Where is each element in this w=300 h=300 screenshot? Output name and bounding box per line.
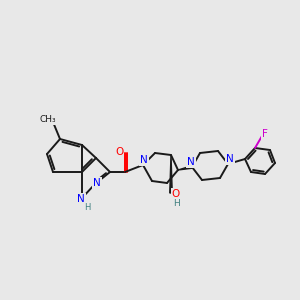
Text: N: N: [77, 194, 85, 204]
Polygon shape: [178, 166, 192, 170]
Text: H: H: [172, 199, 179, 208]
Text: N: N: [226, 154, 234, 164]
Polygon shape: [170, 155, 172, 193]
Text: N: N: [140, 155, 148, 165]
Text: CH₃: CH₃: [40, 116, 56, 124]
Text: O: O: [172, 189, 180, 199]
Text: F: F: [262, 129, 268, 139]
Text: H: H: [84, 202, 90, 211]
Text: N: N: [187, 157, 195, 167]
Text: N: N: [93, 178, 101, 188]
Text: O: O: [115, 147, 123, 157]
